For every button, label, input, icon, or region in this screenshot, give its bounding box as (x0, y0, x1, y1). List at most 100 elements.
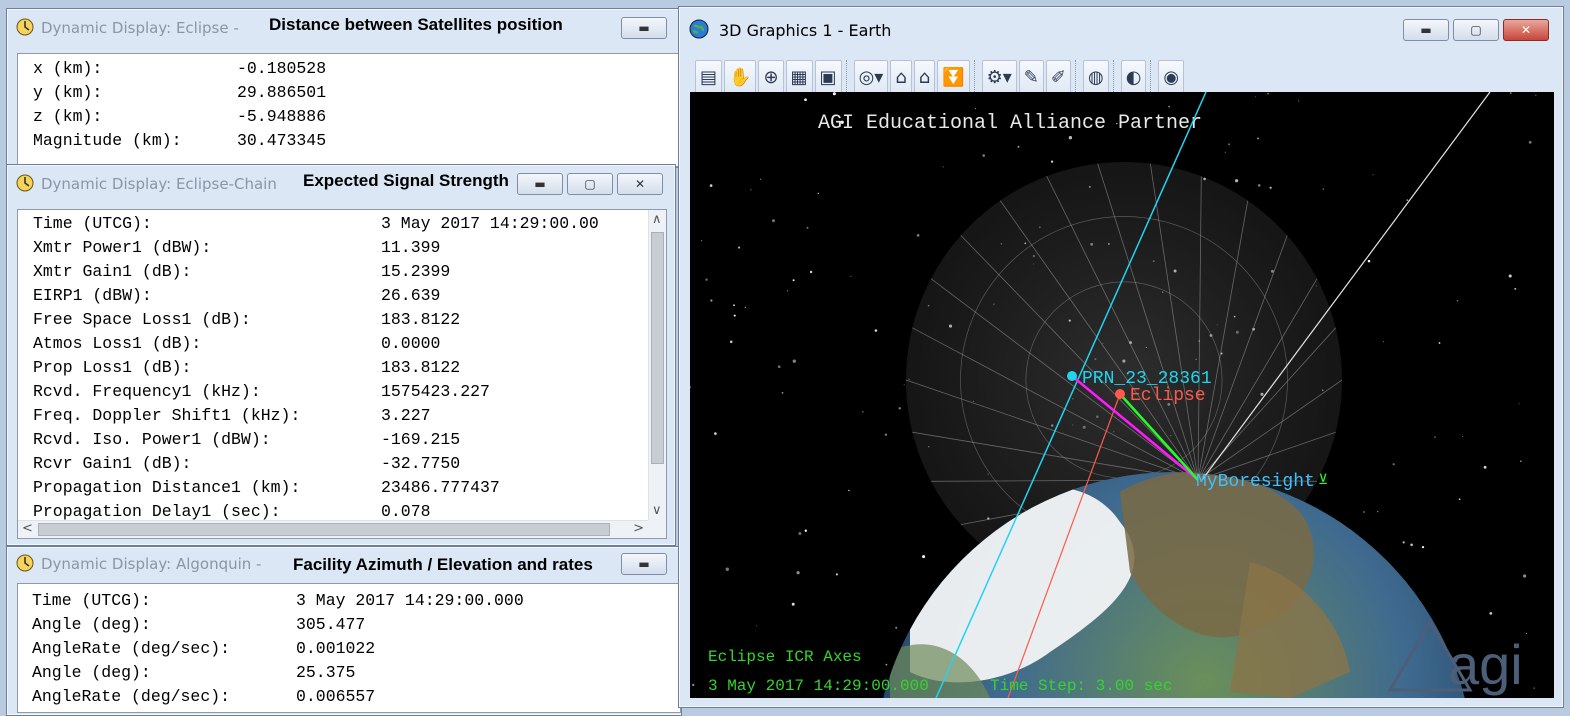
star (786, 290, 788, 292)
star (1406, 199, 1409, 201)
row-value: 29.886501 (237, 83, 327, 102)
row-label: Freq. Doppler Shift1 (kHz): (33, 406, 301, 425)
star (1528, 140, 1532, 144)
star (1508, 274, 1512, 278)
3d-viewport[interactable]: AGI Educational Alliance Partner PRN_23_… (690, 92, 1554, 698)
data-row: EIRP1 (dBW): 26.639 (33, 284, 646, 308)
row-label: y (km): (33, 83, 103, 102)
star (975, 108, 977, 110)
boresight-marker-icon: ⊻ (1318, 473, 1328, 489)
horizontal-scrollbar[interactable]: < > (18, 520, 648, 538)
scroll-right-icon[interactable]: > (633, 521, 644, 536)
minimize-button[interactable]: ▬ (621, 553, 667, 575)
sensor-grid-line (1197, 431, 1336, 481)
data-row: z (km): -5.948886 (33, 105, 680, 129)
maximize-button[interactable]: ▢ (567, 173, 613, 195)
star (690, 386, 692, 389)
scroll-up-icon[interactable]: ∧ (652, 212, 662, 227)
dynamic-display-eclipse-window[interactable]: Dynamic Display: Eclipse - Distance betw… (6, 8, 682, 168)
sensor-grid-line (1197, 379, 1343, 481)
map-icon[interactable]: ▦ (785, 60, 813, 94)
star (733, 304, 735, 307)
close-button[interactable]: ✕ (1503, 19, 1549, 41)
scroll-down-icon[interactable]: ∨ (652, 503, 662, 518)
row-value: 25.375 (296, 663, 356, 682)
row-value: 30.473345 (237, 131, 327, 150)
eclipse-access-line (1119, 393, 1199, 481)
scroll-left-icon[interactable]: < (22, 521, 33, 536)
data-row: Time (UTCG): 3 May 2017 14:29:00.000 (32, 589, 680, 613)
zoom-icon[interactable]: ⊕ (758, 60, 784, 94)
maximize-button[interactable]: ▢ (1453, 19, 1499, 41)
close-button[interactable]: ✕ (617, 173, 663, 195)
orient-view-icon[interactable]: ⌂ (913, 60, 936, 94)
annotation-label: Facility Azimuth / Elevation and rates (289, 555, 597, 575)
sensor-grid-line (1197, 176, 1202, 481)
boresight-label: MyBoresight (1196, 472, 1315, 492)
star (1518, 403, 1520, 405)
star (840, 120, 844, 124)
star (1235, 179, 1239, 183)
eclipse-satellite-marker[interactable] (1115, 389, 1125, 399)
minimize-button[interactable]: ▬ (1403, 19, 1449, 41)
scroll-thumb[interactable] (38, 523, 610, 536)
snapshot-icon[interactable]: ▣ (814, 60, 842, 94)
star (1458, 498, 1461, 501)
star (725, 567, 729, 571)
view-from-icon[interactable]: ◎▾ (853, 60, 889, 94)
prn23-label: PRN_23_28361 (1082, 369, 1212, 389)
pan-hand-icon[interactable]: ✋ (724, 60, 757, 94)
star (1438, 342, 1441, 344)
row-label: Propagation Delay1 (sec): (33, 502, 281, 520)
star (1269, 186, 1272, 189)
scroll-thumb[interactable] (651, 232, 664, 464)
star (1483, 465, 1487, 469)
properties-icon[interactable]: ▤ (695, 60, 723, 94)
brush-icon[interactable]: ✎ (1018, 60, 1044, 94)
globe-settings-icon[interactable]: ◍ (1082, 60, 1109, 94)
reset-view-icon[interactable]: ⏬ (937, 60, 970, 94)
resize-grip-icon[interactable] (648, 520, 666, 538)
world-icon[interactable]: ◉ (1158, 60, 1185, 94)
star (701, 240, 703, 242)
sensor-grid-line (912, 431, 1199, 481)
star (916, 234, 920, 237)
view-options-icon[interactable]: ⚙▾ (981, 60, 1017, 94)
marker-icon[interactable]: ✐ (1045, 60, 1071, 94)
star (1514, 287, 1517, 290)
home-view-icon[interactable]: ⌂ (890, 60, 912, 94)
row-label: AngleRate (deg/sec): (32, 639, 231, 658)
axes-label: Eclipse ICR Axes (708, 648, 862, 666)
star (710, 299, 713, 302)
star (1402, 541, 1405, 544)
title-bar[interactable]: Dynamic Display: Eclipse-Chain Expected … (7, 165, 675, 201)
row-label: Time (UTCG): (32, 591, 151, 610)
row-label: Prop Loss1 (dB): (33, 358, 192, 377)
row-value: -32.7750 (381, 454, 461, 473)
dynamic-display-algonquin-window[interactable]: Dynamic Display: Algonquin - Facility Az… (6, 546, 682, 716)
dynamic-display-eclipse-chain-window[interactable]: Dynamic Display: Eclipse-Chain Expected … (6, 164, 676, 546)
minimize-button[interactable]: ▬ (517, 173, 563, 195)
vertical-scrollbar[interactable]: ∧ ∨ (648, 210, 666, 520)
star (1377, 511, 1379, 513)
data-row: Magnitude (km): 30.473345 (33, 129, 680, 153)
title-bar[interactable]: Dynamic Display: Eclipse - Distance betw… (7, 9, 681, 45)
earth-icon[interactable]: ◐ (1120, 60, 1147, 94)
star (806, 226, 809, 229)
row-value: -169.215 (381, 430, 461, 449)
star (1535, 94, 1537, 96)
star (792, 359, 796, 363)
title-bar[interactable]: Dynamic Display: Algonquin - Facility Az… (7, 547, 681, 583)
minimize-button[interactable]: ▬ (621, 17, 667, 39)
row-value: 3.227 (381, 406, 431, 425)
star (738, 246, 741, 249)
title-bar[interactable]: 3D Graphics 1 - Earth ▬ ▢ ✕ (679, 7, 1563, 43)
row-label: Angle (deg): (32, 663, 151, 682)
sensor-grid-line (905, 379, 1199, 481)
star (1267, 93, 1269, 95)
star (1256, 137, 1260, 140)
star (850, 275, 852, 277)
star (1254, 96, 1256, 98)
prn23-satellite-marker[interactable] (1067, 371, 1077, 381)
star (982, 154, 985, 157)
